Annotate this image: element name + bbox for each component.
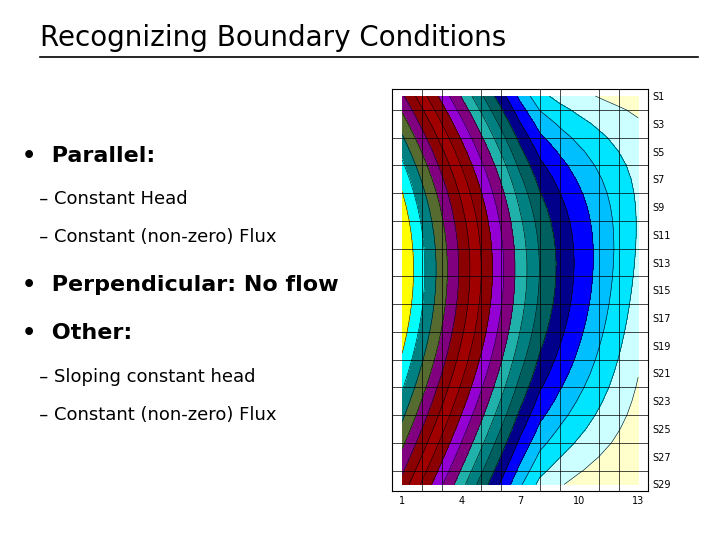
Text: •  Parallel:: • Parallel: <box>22 145 155 166</box>
Text: – Sloping constant head: – Sloping constant head <box>22 368 255 386</box>
Text: – Constant (non-zero) Flux: – Constant (non-zero) Flux <box>22 406 276 424</box>
Text: Recognizing Boundary Conditions: Recognizing Boundary Conditions <box>40 24 506 52</box>
Text: •  Other:: • Other: <box>22 323 132 343</box>
Text: – Constant (non-zero) Flux: – Constant (non-zero) Flux <box>22 228 276 246</box>
Text: – Constant Head: – Constant Head <box>22 190 187 208</box>
Text: •  Perpendicular: No flow: • Perpendicular: No flow <box>22 275 338 295</box>
